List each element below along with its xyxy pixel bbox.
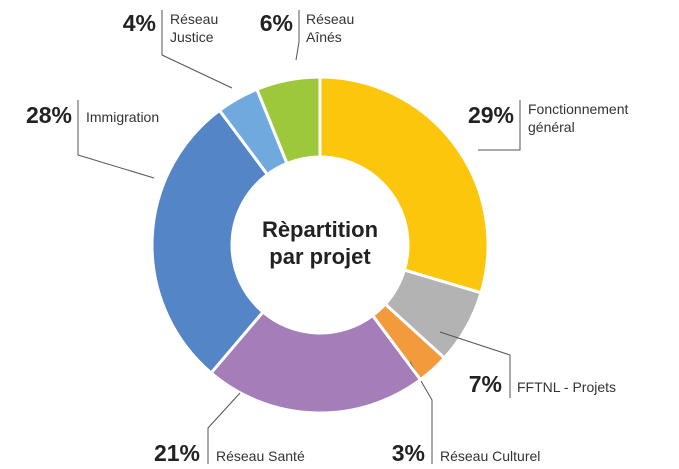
category-label: FFTNL - Projets bbox=[517, 379, 617, 395]
value-label: 28% bbox=[26, 102, 72, 128]
leader-line bbox=[478, 100, 521, 151]
category-label: Réseau Santé bbox=[216, 448, 305, 464]
leader-line bbox=[439, 331, 511, 398]
value-label: 3% bbox=[392, 440, 425, 466]
category-label: Réseau Aînés bbox=[306, 11, 355, 45]
category-label: Fonctionnement général bbox=[528, 101, 629, 135]
value-label: 21% bbox=[154, 440, 200, 466]
category-label: Immigration bbox=[86, 109, 160, 125]
donut-segment bbox=[150, 108, 270, 376]
leader-line bbox=[161, 10, 233, 89]
leader-line bbox=[295, 10, 300, 61]
value-label: 7% bbox=[469, 371, 502, 397]
donut-segment bbox=[318, 75, 490, 295]
chart-title: Rèpartition bbox=[262, 217, 378, 242]
leader-line bbox=[207, 392, 241, 464]
category-label: Réseau Justice bbox=[170, 11, 219, 45]
donut-segment bbox=[208, 309, 423, 415]
donut-segment bbox=[255, 75, 322, 166]
value-label: 4% bbox=[123, 10, 156, 36]
chart-title: par projet bbox=[269, 244, 371, 269]
value-label: 29% bbox=[468, 102, 514, 128]
value-label: 6% bbox=[260, 10, 293, 36]
leader-line bbox=[77, 100, 155, 179]
category-label: Réseau Culturel bbox=[440, 448, 541, 464]
